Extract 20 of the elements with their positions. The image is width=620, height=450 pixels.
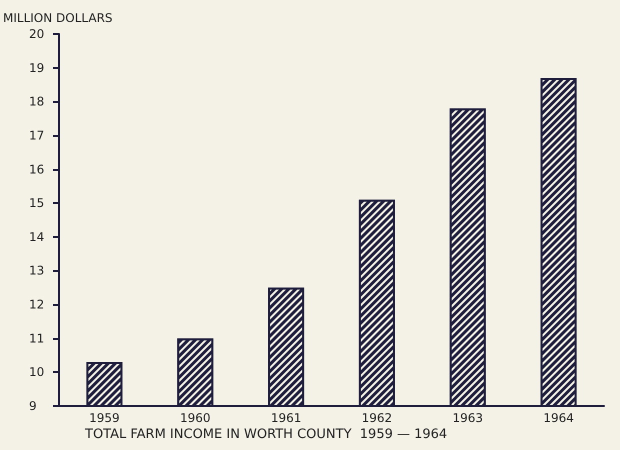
y-tick-label: 11 (29, 331, 44, 346)
y-tick-label: 18 (29, 94, 44, 109)
y-tick-label: 20 (29, 27, 44, 41)
y-tick-label: 10 (29, 365, 44, 380)
x-tick-label: 1964 (543, 411, 574, 425)
y-tick-label: 12 (29, 298, 44, 312)
y-tick-label: 17 (29, 128, 44, 142)
y-axis-title: MILLION DOLLARS (3, 11, 113, 25)
x-tick-label: 1959 (89, 411, 120, 425)
y-tick-label: 15 (29, 196, 44, 210)
x-tick-label: 1963 (452, 411, 484, 425)
y-tick-label: 14 (29, 230, 44, 244)
x-tick-label: 1961 (270, 411, 302, 425)
y-tick-label: 19 (29, 60, 44, 75)
x-tick-label: 1960 (180, 411, 211, 425)
y-tick-label: 16 (29, 162, 44, 176)
y-tick-label: 9 (29, 399, 37, 413)
x-tick-label: 1962 (362, 411, 392, 425)
text: TOTAL FARM INCOME IN WORTH COUNTY 1959 — 1964 (84, 427, 448, 442)
y-tick-label: 13 (29, 264, 44, 278)
